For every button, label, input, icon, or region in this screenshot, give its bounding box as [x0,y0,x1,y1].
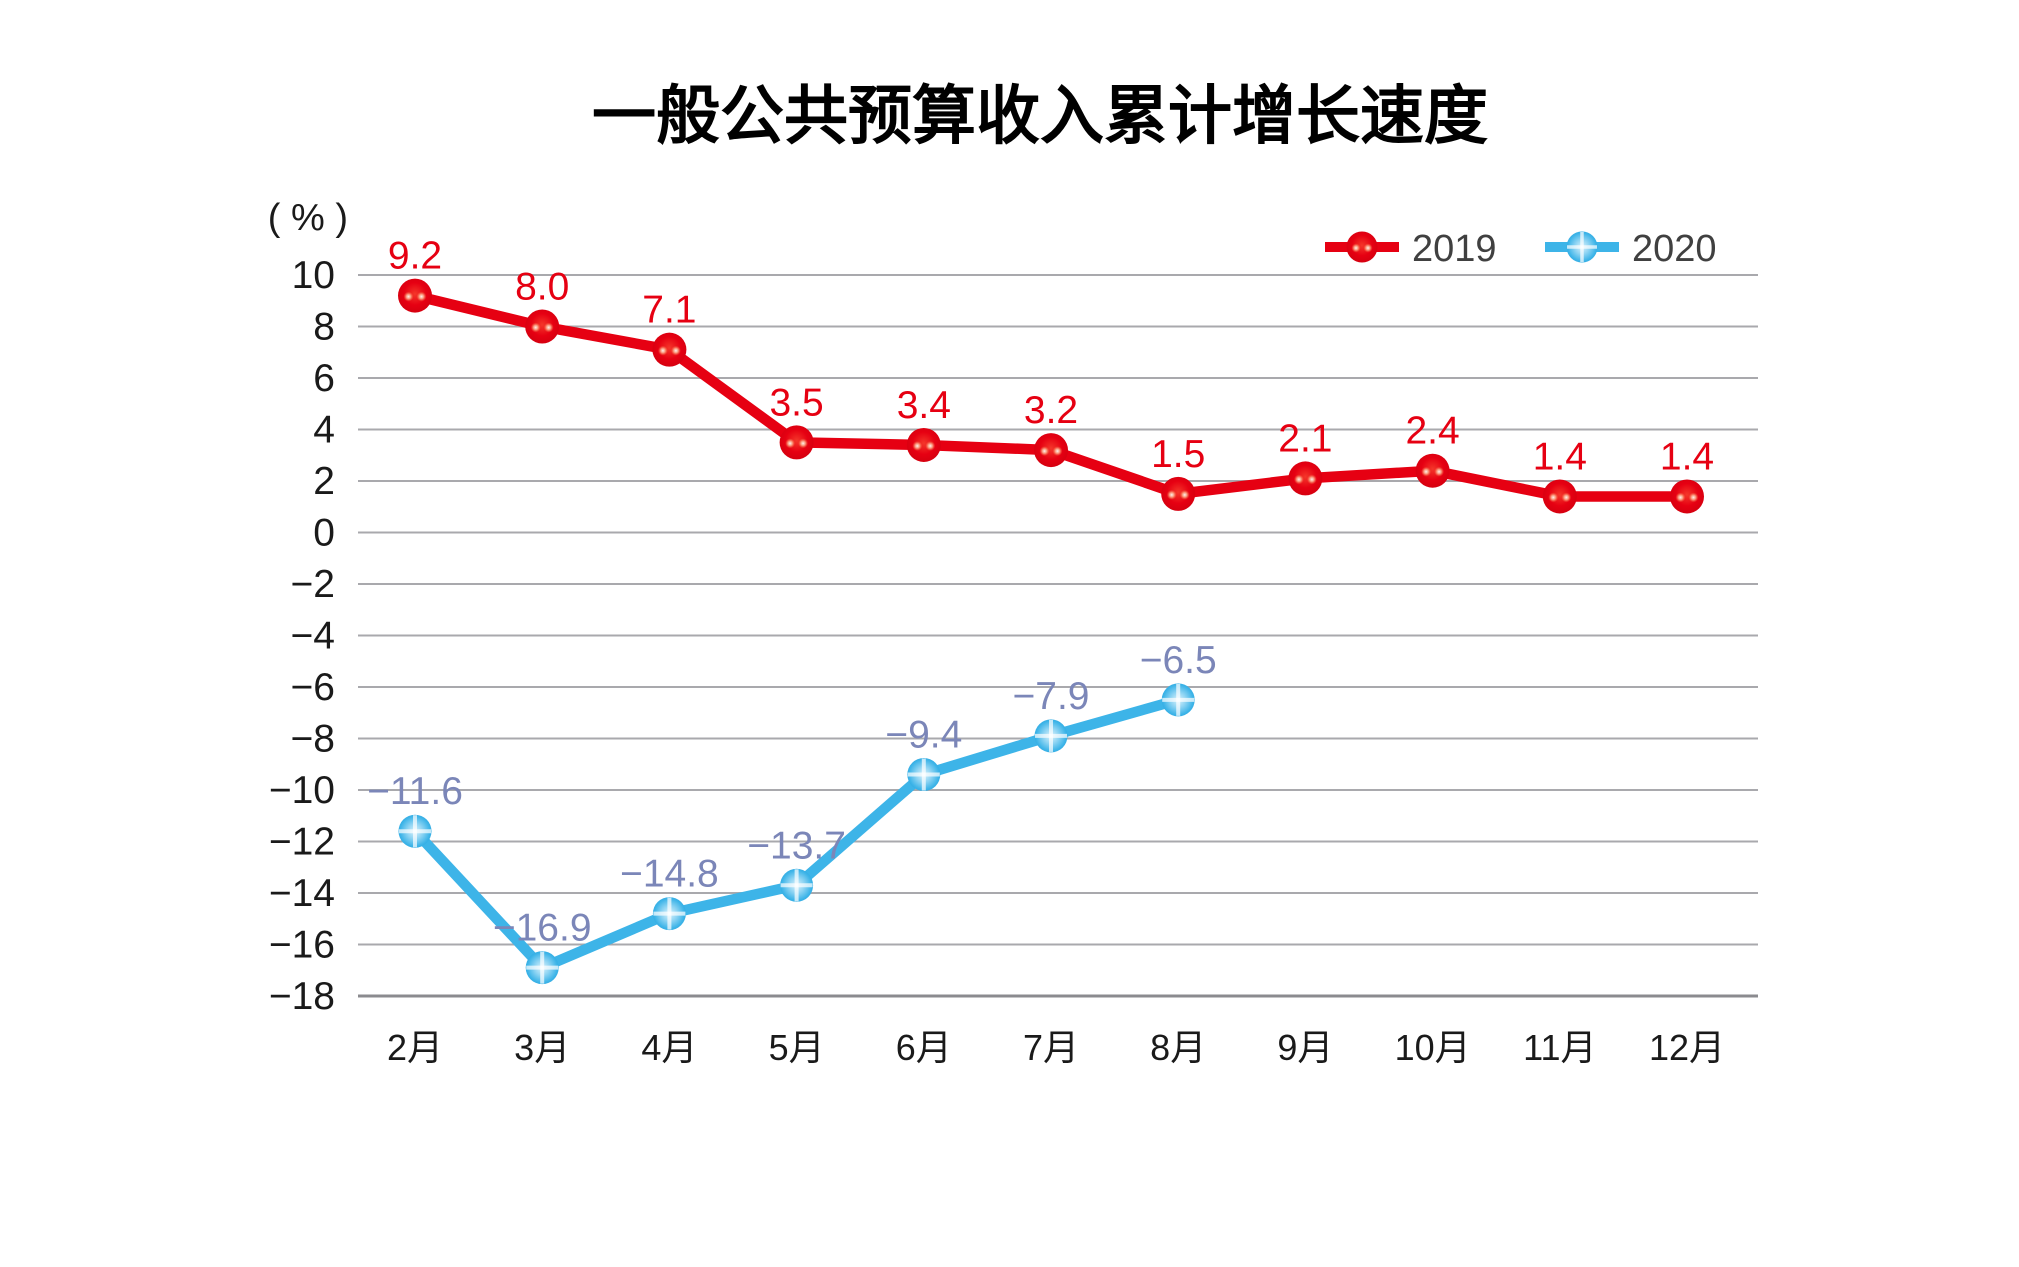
data-labels-layer: 9.2 8.0 7.1 3.5 3.4 3.2 1.5 2.1 2.4 1.4 1.4 −11.6 −1… [367,235,1714,950]
x-tick-label: 2月 [387,1027,443,1068]
data-point-label: 7.1 [642,289,696,332]
data-point-label: −14.8 [620,853,719,896]
y-tick-label: −8 [291,718,335,761]
y-tick-label: 8 [313,306,335,349]
marker-highlight [1675,492,1686,503]
y-tick-label: −10 [269,769,335,812]
data-point-marker-2019-icon [1415,453,1450,488]
marker-highlight [670,345,681,356]
data-point-label: 9.2 [388,235,442,278]
data-point-marker-2019-icon [525,309,560,344]
legend-label-2020: 2020 [1632,228,1717,270]
x-tick-label: 7月 [1023,1027,1079,1068]
x-tick-label: 9月 [1277,1027,1333,1068]
data-point-label: 3.5 [769,381,823,424]
data-point-label: −9.4 [885,714,962,757]
x-tick-label: 4月 [641,1027,697,1068]
y-tick-label: −14 [269,872,335,915]
y-tick-label: −2 [291,563,335,606]
chart-title: 一般公共预算收入累计增长速度 [592,81,1488,152]
y-axis-unit-label: ( % ) [268,197,348,239]
y-tick-label: 6 [313,357,335,400]
y-tick-label: −4 [291,615,335,658]
data-point-label: −11.6 [367,770,463,813]
marker-highlight [1166,489,1177,500]
marker-highlight [1052,446,1063,457]
marker-highlight [1688,492,1699,503]
data-point-label: −13.7 [747,824,846,867]
x-tick-label: 10月 [1395,1027,1471,1068]
marker-highlight [403,291,414,302]
x-tick-label: 5月 [769,1027,825,1068]
data-point-label: −7.9 [1013,675,1090,718]
y-tick-label: 0 [313,512,335,555]
y-tick-label: 10 [292,254,335,297]
data-point-marker-2019-icon [1034,433,1068,468]
data-point-marker-2019-icon [1288,461,1323,496]
x-tick-label: 12月 [1649,1027,1725,1068]
marker-highlight [1179,489,1190,500]
legend-item-2019: 2019 [1325,228,1497,270]
data-point-marker-2019-icon [1670,479,1704,514]
x-axis-tick-labels: 2月 3月 4月 5月 6月 7月 8月 9月 10月 11月 12月 [387,1027,1725,1068]
y-axis-tick-labels: 10 8 6 4 2 0 −2 −4 −6 −8 −10 −12 −14 −16 −18 [269,254,335,1018]
marker-highlight [657,345,668,356]
data-point-label: 2.4 [1405,410,1459,453]
legend-label-2019: 2019 [1412,228,1497,270]
marker-highlight [912,440,923,451]
marker-highlight [1293,474,1304,485]
x-tick-label: 6月 [896,1027,952,1068]
legend-marker-highlight [1363,243,1373,253]
series-layer [398,278,1704,985]
legend-marker-2019-icon [1346,231,1378,263]
data-point-label: 2.1 [1278,417,1332,460]
data-point-marker-2019-icon [652,332,687,367]
data-point-label: 3.4 [897,384,951,427]
data-point-marker-2019-icon [906,427,941,462]
data-point-label: 1.5 [1151,433,1205,476]
marker-highlight [798,438,809,449]
data-point-label: 1.4 [1533,435,1587,478]
marker-highlight [1434,466,1445,477]
legend-marker-highlight [1351,243,1361,253]
marker-highlight [1306,474,1317,485]
y-tick-label: 4 [313,409,335,452]
y-tick-label: −16 [269,924,335,967]
data-point-marker-2019-icon [779,425,814,460]
legend-item-2020: 2020 [1545,228,1717,270]
x-tick-label: 8月 [1150,1027,1206,1068]
marker-highlight [1548,492,1559,503]
marker-highlight [785,438,796,449]
marker-highlight [1561,492,1572,503]
marker-highlight [1421,466,1432,477]
marker-highlight [1039,446,1050,457]
data-point-label: 8.0 [515,266,569,309]
marker-highlight [530,322,541,333]
data-point-label: −6.5 [1140,639,1217,682]
legend: 2019 2020 [1325,228,1717,270]
marker-highlight [416,291,427,302]
data-point-label: 3.2 [1024,389,1078,432]
data-point-marker-2019-icon [1161,476,1196,511]
marker-highlight [543,322,554,333]
x-tick-label: 3月 [514,1027,570,1068]
data-point-marker-2019-icon [398,278,432,313]
y-tick-label: −6 [291,666,335,709]
marker-highlight [925,440,936,451]
x-tick-label: 11月 [1523,1027,1596,1068]
y-tick-label: −18 [269,975,335,1018]
data-point-marker-2019-icon [1542,479,1577,514]
y-tick-label: −12 [269,821,335,864]
data-point-label: −16.9 [493,907,592,950]
data-point-label: 1.4 [1660,435,1714,478]
y-tick-label: 2 [313,460,335,503]
